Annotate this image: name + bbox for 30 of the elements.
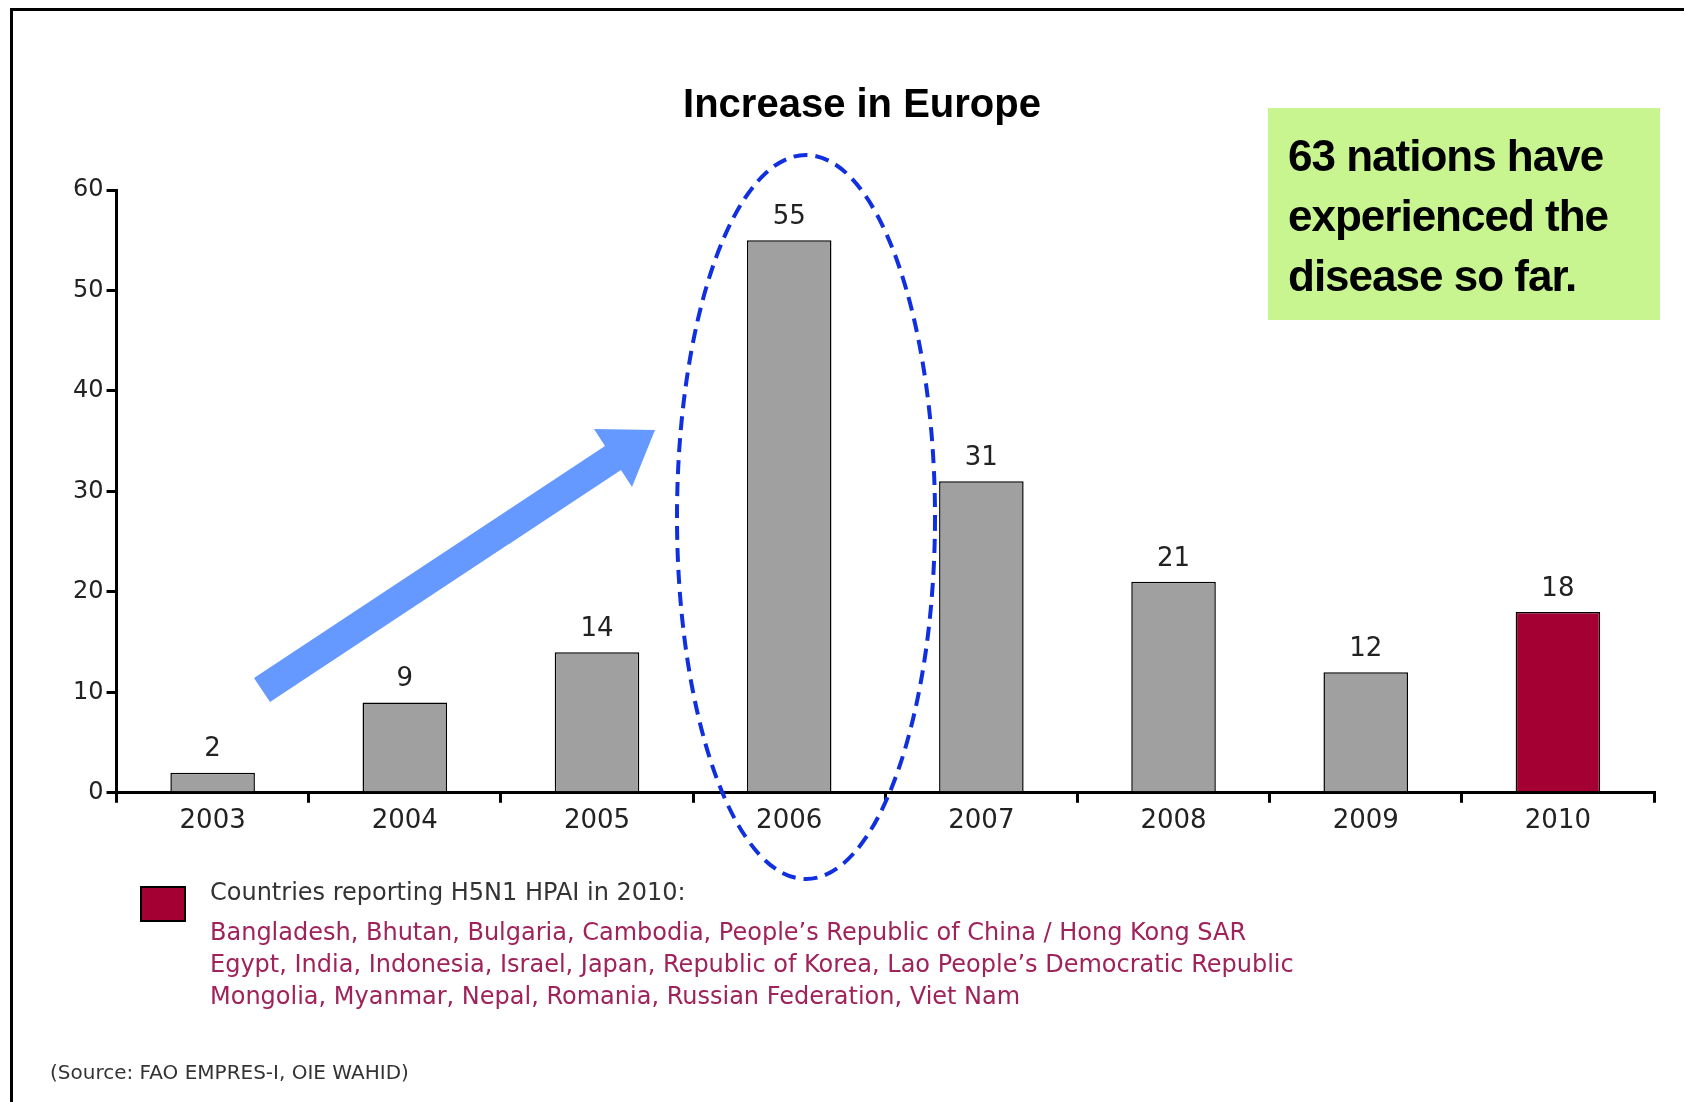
y-tick-label: 0: [88, 777, 104, 806]
x-tick-label: 2009: [1332, 804, 1399, 835]
x-tick-label: 2004: [371, 804, 438, 835]
text: (Source: FAO EMPRES-I, OIE WAHID): [50, 1060, 409, 1084]
text: Mongolia, Myanmar, Nepal, Romania, Russian Federation, Viet Nam: [210, 981, 1022, 1012]
x-tick-label: 2006: [756, 804, 823, 835]
data-label: 21: [1157, 541, 1191, 572]
y-tick-label: 50: [72, 274, 104, 303]
x-tick-label: 2005: [563, 804, 631, 835]
data-label: 2: [204, 732, 221, 763]
y-tick-label: 30: [72, 475, 104, 504]
annotation: 63 nations have experienced the disease so far.: [1268, 108, 1660, 320]
text: Bangladesh, Bhutan, Bulgaria, Cambodia, People’s Republic of China / Hong Kong SAR: [210, 917, 1248, 948]
y-tick-label: 20: [72, 576, 104, 605]
x-tick-label: 2008: [1140, 804, 1207, 835]
data-label: 18: [1541, 571, 1575, 602]
text: Egypt, India, Indonesia, Israel, Japan, Republic of Korea, Lao People’s Democratic Republic: [210, 949, 1294, 980]
x-tick-label: 2007: [948, 804, 1015, 835]
data-label: 55: [772, 199, 806, 230]
data-label: 31: [964, 441, 998, 472]
y-tick-label: 60: [72, 174, 104, 203]
x-tick-label: 2010: [1524, 804, 1591, 835]
y-tick-label: 10: [72, 676, 104, 705]
data-label: 14: [580, 611, 614, 642]
data-label: 12: [1349, 631, 1383, 662]
data-label: 9: [396, 662, 414, 693]
y-tick-label: 40: [72, 375, 104, 404]
x-tick-label: 2003: [179, 804, 246, 835]
text: Countries reporting H5N1 HPAI in 2010:: [210, 878, 686, 906]
chart-title: Increase in Europe: [683, 81, 1041, 126]
